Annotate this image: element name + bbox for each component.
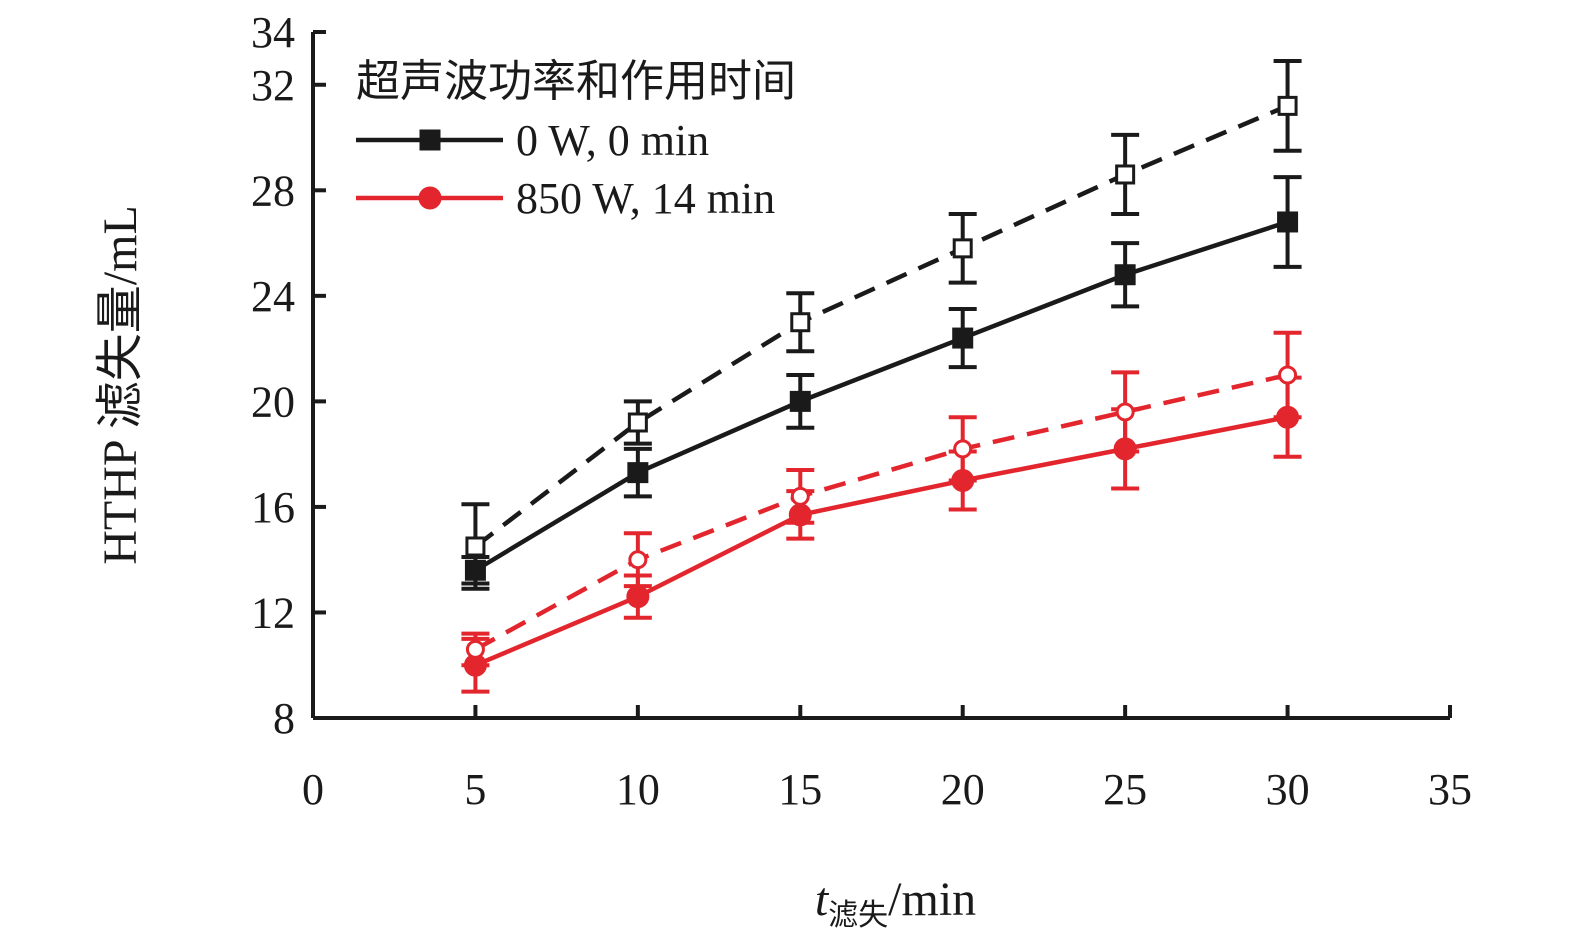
legend-marker — [419, 129, 441, 151]
x-tick-label: 25 — [1103, 765, 1147, 814]
data-point — [1115, 402, 1135, 422]
y-tick-label: 28 — [251, 166, 295, 215]
y-tick-label: 32 — [251, 61, 295, 110]
y-tick-label: 24 — [251, 272, 295, 321]
x-tick-label: 30 — [1266, 765, 1310, 814]
data-point — [789, 390, 811, 412]
data-point — [953, 439, 973, 459]
series-line — [474, 415, 1289, 668]
data-point — [465, 639, 485, 659]
series-layer — [461, 59, 1302, 694]
y-tick-label: 16 — [251, 483, 295, 532]
data-point — [790, 486, 810, 506]
series-0 — [461, 175, 1302, 586]
y-tick-label: 8 — [273, 694, 295, 743]
x-axis-title: t滤失/min — [815, 873, 976, 932]
data-point — [1115, 164, 1136, 185]
data-point — [626, 585, 650, 609]
series-3 — [461, 330, 1302, 668]
x-axis-title-unit: /min — [888, 873, 976, 926]
data-point — [952, 238, 973, 259]
x-tick-label: 35 — [1428, 765, 1472, 814]
data-point — [465, 536, 486, 557]
x-tick-label: 0 — [302, 765, 324, 814]
x-tick-label: 20 — [941, 765, 985, 814]
x-axis-title-variable: t — [815, 873, 830, 926]
data-point — [628, 550, 648, 570]
x-tick-label: 5 — [464, 765, 486, 814]
data-point — [1114, 264, 1136, 286]
legend-marker — [418, 186, 442, 210]
y-tick-label: 20 — [251, 377, 295, 426]
x-tick-label: 10 — [616, 765, 660, 814]
data-point — [1277, 95, 1298, 116]
y-axis-title: HTHP 滤失量/mL — [94, 205, 147, 565]
legend-title: 超声波功率和作用时间 — [356, 57, 796, 106]
series-1 — [461, 59, 1302, 591]
series-line — [474, 372, 1289, 652]
series-line — [474, 219, 1289, 573]
y-tick-label: 34 — [251, 8, 295, 57]
data-point — [952, 327, 974, 349]
legend-label: 0 W, 0 min — [516, 116, 709, 165]
x-tick-label: 15 — [778, 765, 822, 814]
data-point — [627, 462, 649, 484]
series-2 — [461, 375, 1302, 694]
legend-label: 850 W, 14 min — [516, 174, 775, 223]
x-axis-title-subscript: 滤失 — [828, 899, 888, 932]
data-point — [1277, 211, 1299, 233]
legend: 超声波功率和作用时间 0 W, 0 min 850 W, 14 min — [356, 57, 796, 223]
data-point — [790, 312, 811, 333]
y-tick-label: 12 — [251, 588, 295, 637]
series-line — [474, 103, 1289, 549]
data-point — [627, 412, 648, 433]
data-point — [1278, 365, 1298, 385]
